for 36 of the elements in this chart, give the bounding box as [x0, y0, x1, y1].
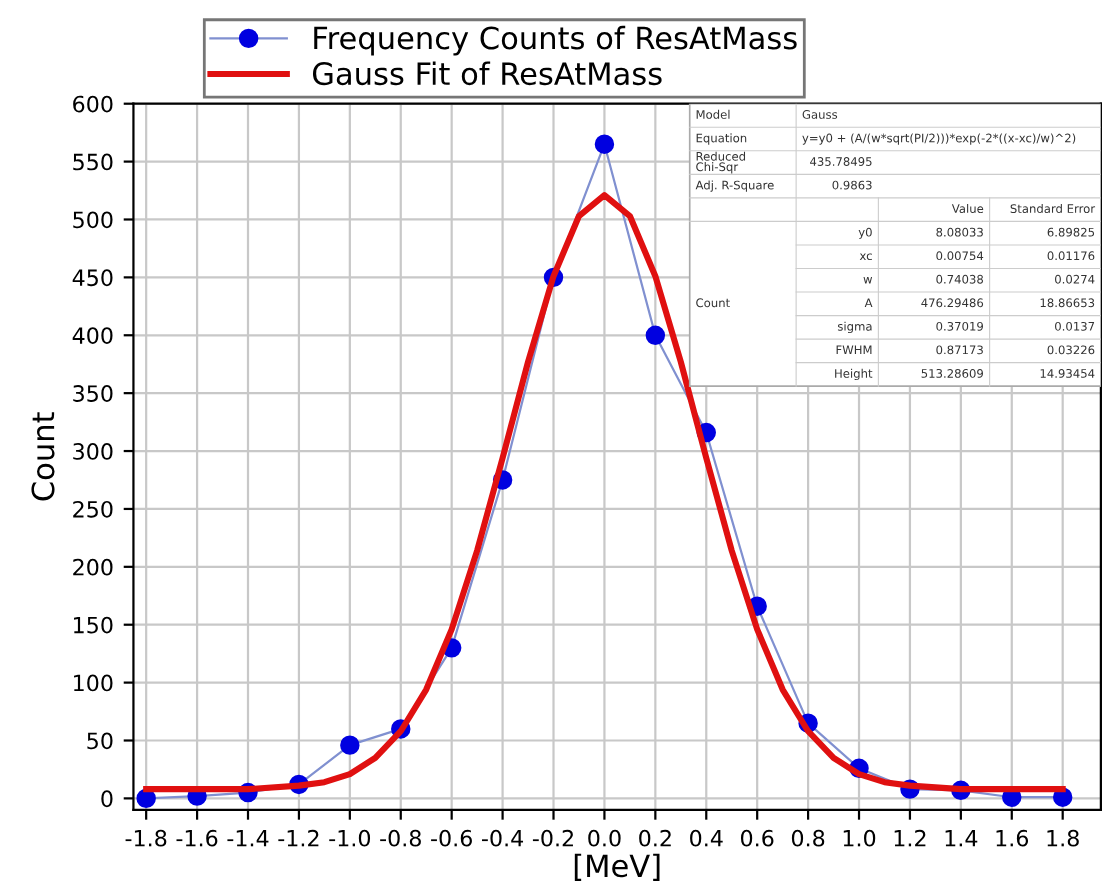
y-tick-label: 350 — [73, 385, 113, 402]
x-tick-label: 0.8 — [791, 829, 825, 847]
x-tick-label: 0.2 — [639, 829, 671, 847]
x-tick-label: -0.2 — [532, 829, 573, 847]
y-tick-label: 500 — [73, 211, 113, 229]
x-tick-label: 1.8 — [1047, 829, 1079, 847]
x-tick-label: -0.4 — [482, 829, 524, 847]
y-tick-label: 0 — [101, 790, 113, 808]
x-tick-label: -1.6 — [176, 829, 218, 847]
x-tick-label: -0.8 — [380, 829, 421, 847]
x-tick-label: 1.0 — [843, 829, 876, 847]
x-tick-label: 0.4 — [690, 829, 723, 847]
y-tick-label: 100 — [74, 674, 113, 692]
x-tick-label: 1.2 — [894, 829, 926, 847]
x-tick-label: 1.6 — [996, 829, 1029, 847]
y-axis-title: Count — [31, 412, 55, 501]
x-tick-label: -1.2 — [278, 829, 319, 847]
x-tick-label: 0.0 — [588, 829, 621, 847]
y-tick-label: 250 — [73, 500, 113, 518]
y-tick-label: 450 — [72, 269, 113, 287]
x-axis-title: [MeV] — [574, 853, 660, 881]
y-tick-label: 150 — [74, 616, 113, 634]
x-tick-label: 1.4 — [945, 830, 978, 847]
y-tick-label: 600 — [73, 95, 113, 113]
y-tick-label: 400 — [72, 327, 113, 345]
x-tick-label: -1.4 — [227, 830, 269, 847]
x-tick-label: -1.0 — [329, 829, 371, 847]
legend-label: Gauss Fit of ResAtMass — [312, 61, 662, 86]
x-tick-label: -1.8 — [125, 829, 167, 847]
y-tick-label: 300 — [73, 442, 113, 460]
x-tick-label: -0.6 — [431, 829, 472, 847]
y-tick-label: 550 — [73, 153, 113, 171]
x-tick-label: 0.6 — [740, 829, 774, 847]
y-tick-label: 50 — [87, 732, 113, 750]
legend-label: Frequency Counts of ResAtMass — [314, 25, 797, 56]
y-tick-label: 200 — [73, 558, 113, 576]
